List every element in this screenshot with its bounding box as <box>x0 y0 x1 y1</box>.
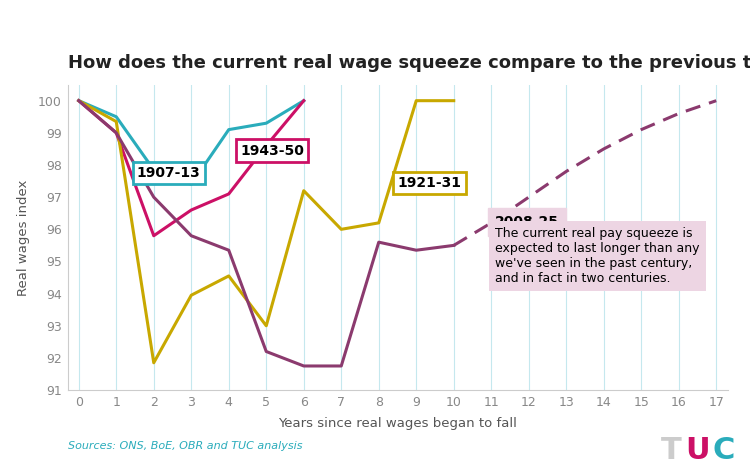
Y-axis label: Real wages index: Real wages index <box>16 179 30 296</box>
Text: The current real pay squeeze is
expected to last longer than any
we've seen in t: The current real pay squeeze is expected… <box>495 227 700 285</box>
Text: 1907-13: 1907-13 <box>136 166 201 180</box>
Text: 1921-31: 1921-31 <box>398 176 461 190</box>
Text: 1943-50: 1943-50 <box>240 143 304 157</box>
Text: C: C <box>712 436 735 465</box>
Text: How does the current real wage squeeze compare to the previous three?: How does the current real wage squeeze c… <box>68 54 750 72</box>
Text: Sources: ONS, BoE, OBR and TUC analysis: Sources: ONS, BoE, OBR and TUC analysis <box>68 441 302 451</box>
X-axis label: Years since real wages began to fall: Years since real wages began to fall <box>278 417 517 430</box>
Text: U: U <box>686 436 709 465</box>
Text: T: T <box>661 436 682 465</box>
Text: 2008-25: 2008-25 <box>495 215 559 229</box>
